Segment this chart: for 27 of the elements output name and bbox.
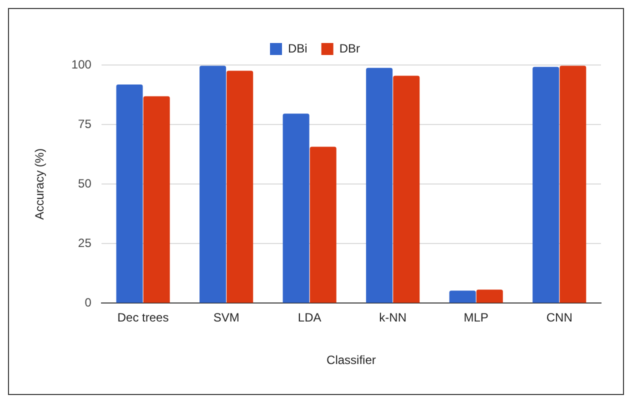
x-tick-label: SVM xyxy=(213,310,240,325)
bar xyxy=(226,70,254,303)
bar xyxy=(143,96,170,303)
x-axis-title: Classifier xyxy=(326,353,376,368)
bar xyxy=(560,66,586,303)
x-tick-label: k-NN xyxy=(379,310,407,325)
bar xyxy=(366,68,393,303)
bar xyxy=(116,84,143,303)
y-tick-label: 50 xyxy=(78,176,92,190)
legend-label: DBi xyxy=(288,41,308,56)
x-tick-label: Dec trees xyxy=(117,310,169,325)
bar xyxy=(200,66,226,303)
bar xyxy=(449,290,476,303)
bar xyxy=(282,114,310,303)
y-tick-label: 25 xyxy=(78,236,92,250)
x-tick-label: LDA xyxy=(298,310,322,325)
x-tick-label: CNN xyxy=(546,310,572,325)
bar xyxy=(476,290,503,303)
x-tick-label: MLP xyxy=(464,310,488,325)
y-tick-label: 100 xyxy=(71,57,92,72)
y-tick-label: 0 xyxy=(84,296,92,310)
bar xyxy=(393,76,420,303)
y-axis-title: Accuracy (%) xyxy=(32,148,47,220)
y-tick-label: 75 xyxy=(78,116,92,131)
legend-label: DBr xyxy=(339,41,360,56)
bar xyxy=(310,146,336,303)
bar xyxy=(532,66,560,303)
